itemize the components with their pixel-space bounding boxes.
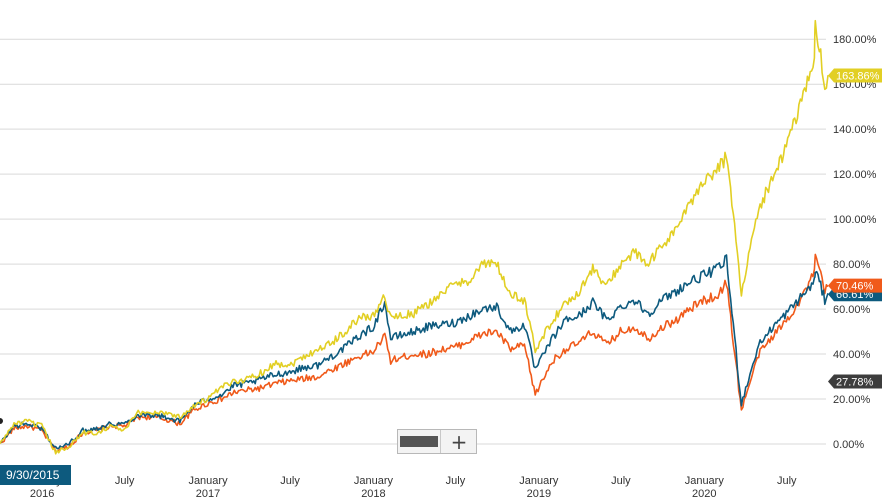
x-tick-label: July [280,475,300,487]
y-tick-label: 140.00% [833,124,877,136]
x-tick-year-label: 2018 [361,488,385,500]
x-tick-label: July [115,475,135,487]
end-value-badge: 163.86% [828,68,882,83]
x-tick-year-label: 2019 [527,488,551,500]
zoom-in-plus-icon[interactable]: + [440,430,477,453]
x-tick-year-label: 2020 [692,488,716,500]
y-tick-label: 180.00% [833,34,877,46]
x-tick-label: January [354,475,394,487]
zoom-control[interactable]: + [397,429,477,454]
x-tick-label: July [611,475,631,487]
start-date-badge: 9/30/2015 [0,465,71,485]
end-value-badge: 27.78% [828,374,882,389]
y-tick-label: 120.00% [833,169,877,181]
series-line [0,253,829,454]
end-value-label: 70.46% [836,281,874,293]
end-value-label: 27.78% [836,377,874,389]
start-point-marker [0,418,3,424]
y-tick-label: 40.00% [833,349,871,361]
y-tick-label: 0.00% [833,439,864,451]
series-line [0,254,829,450]
end-value-badge: 70.46% [828,278,882,293]
x-tick-year-label: 2016 [30,488,54,500]
series-line [0,19,829,455]
x-tick-label: January [685,475,725,487]
end-value-label: 163.86% [836,71,880,83]
y-tick-label: 20.00% [833,394,871,406]
x-tick-label: July [777,475,797,487]
x-axis-tick-labels: January2016JulyJanuary2017JulyJanuary201… [23,475,797,500]
grid-lines [0,38,826,445]
y-tick-label: 100.00% [833,214,877,226]
end-value-badges: 66.61%70.46%163.86%27.78% [828,68,882,389]
y-tick-label: 80.00% [833,259,871,271]
x-tick-year-label: 2017 [196,488,220,500]
series-lines [0,19,829,455]
x-tick-label: January [188,475,228,487]
x-tick-label: January [519,475,559,487]
start-date-label: 9/30/2015 [6,468,60,482]
x-tick-label: July [446,475,466,487]
zoom-slider-handle[interactable] [400,436,438,447]
y-tick-label: 60.00% [833,304,871,316]
